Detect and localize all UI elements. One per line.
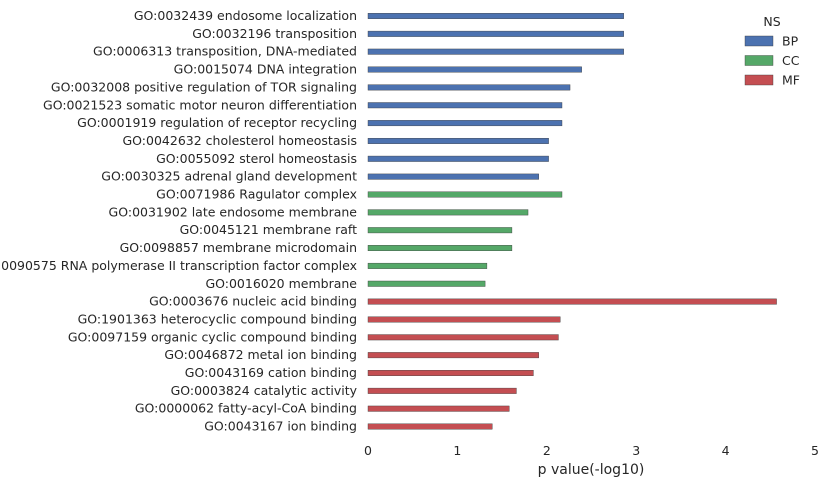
bar-mf xyxy=(367,298,777,305)
bar-mf xyxy=(367,370,534,376)
category-label: GO:0043169 cation binding xyxy=(185,365,357,380)
category-label: GO:0071986 Ragulator complex xyxy=(156,187,357,202)
category-label: GO:0046872 metal ion binding xyxy=(164,347,357,362)
legend-swatch-cc xyxy=(744,55,774,66)
category-label: GO:0016020 membrane xyxy=(205,276,357,291)
category-label: GO:0055092 sterol homeostasis xyxy=(156,151,357,166)
legend: NS BP CC MF xyxy=(744,14,800,88)
bar-mf xyxy=(367,423,493,430)
bar-mf xyxy=(367,334,559,341)
x-axis-ticks: 0 1 2 3 4 5 xyxy=(364,443,819,458)
bar-bp xyxy=(367,30,624,37)
bar-cc xyxy=(367,209,529,216)
x-tick-label: 5 xyxy=(811,443,819,458)
bar-bp xyxy=(367,137,549,144)
bar-cc xyxy=(367,280,486,287)
category-label: GO:0006313 transposition, DNA-mediated xyxy=(93,44,357,59)
category-label: GO:0003824 catalytic activity xyxy=(171,383,358,398)
category-label: GO:0000062 fatty-acyl-CoA binding xyxy=(135,401,357,416)
bar-bp xyxy=(367,155,549,162)
bar-mf xyxy=(367,352,539,359)
category-label: GO:0030325 adrenal gland development xyxy=(101,169,357,184)
legend-swatch-bp xyxy=(744,35,774,47)
x-tick-label: 4 xyxy=(722,443,730,458)
bar-bp xyxy=(367,13,624,19)
x-tick-label: 0 xyxy=(364,443,372,458)
bar-mf xyxy=(367,405,510,412)
bar-cc xyxy=(367,191,563,198)
category-label: GO:0015074 DNA integration xyxy=(174,62,357,77)
bar-cc xyxy=(367,262,488,269)
category-label: GO:0031902 late endosome membrane xyxy=(109,204,358,219)
legend-title: NS xyxy=(763,14,780,29)
category-label: GO:0001919 regulation of receptor recycl… xyxy=(77,115,357,130)
legend-label-mf: MF xyxy=(782,73,800,88)
bar-cc xyxy=(367,227,513,234)
legend-label-bp: BP xyxy=(782,34,799,49)
bar-bp xyxy=(367,102,563,109)
category-label: GO:0098857 membrane microdomain xyxy=(120,240,357,255)
bar-bp xyxy=(367,120,563,127)
x-tick-label: 2 xyxy=(543,443,551,458)
category-label: GO:0090575 RNA polymerase II transcripti… xyxy=(0,258,357,273)
category-label: GO:0032439 endosome localization xyxy=(134,8,357,23)
category-label: GO:0021523 somatic motor neuron differen… xyxy=(43,97,357,112)
category-label: GO:1901363 heterocyclic compound binding xyxy=(78,311,357,326)
bar-bp xyxy=(367,48,624,55)
category-label: GO:0043167 ion binding xyxy=(204,419,357,434)
category-label: GO:0097159 organic cyclic compound bindi… xyxy=(68,329,357,344)
bar-mf xyxy=(367,387,517,394)
legend-swatch-mf xyxy=(744,74,774,86)
bar-mf xyxy=(367,316,561,323)
bar-cc xyxy=(367,245,513,252)
bar-bp xyxy=(367,66,582,73)
category-labels: GO:0032439 endosome localization GO:00321… xyxy=(0,8,358,434)
category-label: GO:0032196 transposition xyxy=(192,26,357,41)
x-tick-label: 3 xyxy=(632,443,640,458)
x-axis-title: p value(-log10) xyxy=(538,462,645,478)
category-label: GO:0032008 positive regulation of TOR si… xyxy=(51,79,357,94)
category-label: GO:0042632 cholesterol homeostasis xyxy=(123,133,358,148)
legend-label-cc: CC xyxy=(782,53,800,68)
category-label: GO:0045121 membrane raft xyxy=(180,222,358,237)
bar-bp xyxy=(367,173,539,180)
bar-bp xyxy=(367,84,571,91)
bars-layer xyxy=(367,13,777,430)
category-label: GO:0003676 nucleic acid binding xyxy=(149,294,357,309)
x-tick-label: 1 xyxy=(453,443,461,458)
